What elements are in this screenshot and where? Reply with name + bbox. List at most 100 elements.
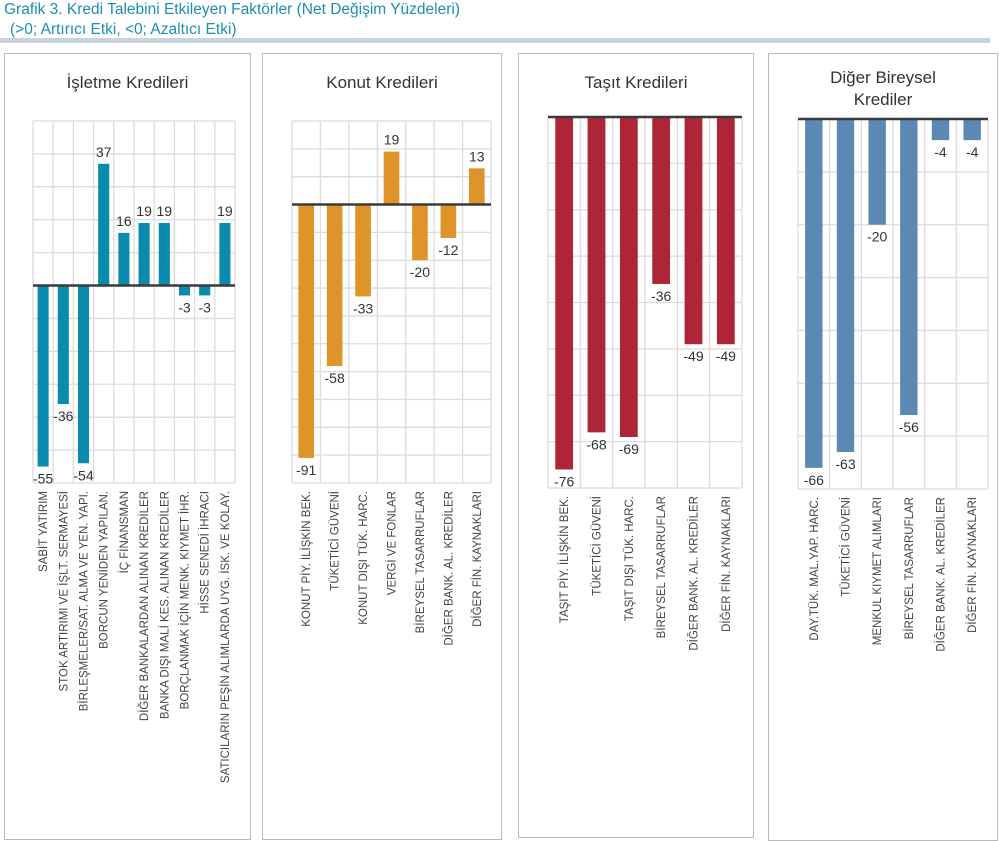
title-rule — [0, 38, 990, 43]
bar — [178, 285, 191, 296]
bar — [868, 119, 886, 225]
panel-tasit-kredileri: Taşıt Kredileri -76 TAŞIT PİY. İLİŞKİN BE… — [518, 53, 754, 838]
category-label: SABİT YATIRIM — [37, 491, 50, 572]
category-label: VERGİ VE FONLAR — [386, 491, 399, 595]
data-label: -68 — [586, 436, 606, 452]
category-label: TAŞIT DIŞI TÜK. HARC. — [624, 496, 636, 621]
bar — [716, 117, 735, 345]
data-label: 19 — [217, 203, 233, 219]
bar — [138, 223, 150, 286]
bar — [900, 119, 918, 415]
category-label: MENKUL KIYMET ALIMLARI — [872, 497, 884, 645]
category-label: BANKA DIŞI MALİ KES. ALINAN KREDİLER — [158, 491, 171, 719]
data-label: -56 — [899, 419, 919, 435]
bar-chart: -55 SABİT YATIRIM -36 STOK ARTIRIMI VE İŞLT… — [32, 120, 236, 783]
category-label: TÜKETİCİ GÜVENİ — [840, 497, 853, 597]
bar — [383, 151, 400, 205]
panel-title: Taşıt Kredileri — [584, 73, 688, 92]
bar — [963, 119, 981, 141]
bar — [118, 232, 130, 286]
data-label: 16 — [116, 213, 132, 229]
category-label: DAY.TÜK. MAL.YAP. HARC. — [809, 497, 821, 641]
bar — [298, 204, 315, 458]
category-label: DİĞER FİN. KAYNAKLARI — [720, 496, 733, 632]
bar — [836, 119, 855, 452]
panel-title: Konut Kredileri — [326, 73, 438, 92]
category-label: DİĞER FİN. KAYNAKLARI — [966, 497, 979, 633]
data-label: -12 — [438, 242, 458, 258]
data-label: -76 — [554, 473, 574, 489]
category-label: BİREYSEL TASARRUFLAR — [655, 496, 668, 638]
bar — [158, 223, 170, 286]
data-label: 19 — [136, 203, 152, 219]
bar — [440, 204, 457, 238]
bar — [684, 117, 703, 345]
panel-title: İşletme Kredileri — [66, 73, 189, 92]
data-label: 37 — [96, 144, 112, 160]
data-label: -4 — [934, 144, 947, 160]
panel-title: Diğer Bireysel Krediler — [830, 68, 936, 109]
data-label: -33 — [353, 300, 373, 316]
bar — [77, 285, 90, 464]
category-label: İÇ FİNANSMAN — [118, 491, 131, 573]
data-label: -36 — [53, 408, 73, 424]
figure-subtitle: (>0; Artırıcı Etki, <0; Azaltıcı Etki) — [10, 21, 237, 38]
category-label: TÜKETİCİ GÜVENİ — [329, 491, 342, 591]
bar-chart: -66 DAY.TÜK. MAL.YAP. HARC. -63 TÜKETİCİ GÜ… — [797, 117, 989, 652]
panel-diger-bireysel-krediler: Diğer Bireysel Krediler -66 DAY.TÜK. MAL.… — [768, 53, 998, 841]
data-label: -3 — [178, 299, 191, 315]
bar-chart: -76 TAŞIT PİY. İLİŞKİN BEK. -68 TÜKETİCİ GÜ… — [547, 115, 743, 651]
bar — [355, 204, 371, 297]
bar — [652, 117, 671, 284]
data-label: -49 — [683, 348, 703, 364]
bar — [555, 117, 574, 470]
bar — [619, 117, 638, 437]
data-label: -55 — [33, 471, 53, 487]
panel-konut-kredileri: Konut Kredileri -91 KONUT PİY. İLİŞKİN BE… — [262, 53, 502, 840]
category-label: BİREYSEL TASARRUFLAR — [903, 497, 916, 639]
bar — [412, 204, 428, 261]
category-label: BORCUN YENİDEN YAPILAN. — [98, 491, 111, 649]
data-label: -63 — [835, 456, 855, 472]
bar — [199, 285, 211, 296]
bar — [468, 168, 485, 205]
category-label: DİĞER BANK. AL. KREDİLER — [688, 496, 701, 651]
bar — [587, 117, 606, 433]
data-label: -4 — [966, 144, 979, 160]
bar — [37, 285, 49, 467]
figure-title: Grafik 3. Kredi Talebini Etkileyen Faktö… — [4, 1, 460, 18]
category-label: BİRLEŞMELER/SAT. ALMA VE YEN. YAPI. — [78, 491, 91, 711]
category-label: KONUT PİY. İLİŞKİN BEK. — [300, 491, 313, 627]
data-label: -20 — [410, 264, 430, 280]
data-label: -54 — [73, 467, 93, 483]
category-label: TAŞIT PİY. İLİŞKİN BEK. — [558, 496, 571, 623]
data-label: -66 — [804, 472, 824, 488]
category-label: DİĞER FİN. KAYNAKLARI — [471, 491, 484, 627]
bar — [57, 285, 69, 405]
category-label: DİĞER BANK. AL. KREDİLER — [442, 491, 455, 646]
data-label: -20 — [867, 229, 887, 245]
data-label: 19 — [384, 132, 400, 148]
data-label: -36 — [651, 288, 671, 304]
bar — [326, 204, 343, 367]
category-label: HİSSE SENEDİ İHRACI — [199, 491, 212, 614]
data-label: -49 — [716, 348, 736, 364]
category-label: TÜKETİCİ GÜVENİ — [591, 496, 604, 596]
category-label: BİREYSEL TASARRUFLAR — [414, 491, 427, 633]
category-label: KONUT DIŞI TÜK. HARC. — [358, 491, 370, 625]
data-label: 19 — [157, 203, 173, 219]
bar-chart: -91 KONUT PİY. İLİŞKİN BEK. -58 TÜKETİCİ GÜ… — [291, 120, 492, 646]
category-label: BORÇLANMAK İÇİN MENK. KIYMET İHR. — [179, 491, 192, 709]
bar — [219, 223, 231, 286]
category-label: STOK ARTIRIMI VE İŞLT. SERMAYESİ — [57, 491, 70, 691]
data-label: -69 — [619, 441, 639, 457]
category-label: DİĞER BANK. AL. KREDİLER — [935, 497, 948, 652]
category-label: SATICILARIN PEŞİN ALIMLARDA UYG. İSK. VE… — [219, 491, 232, 783]
category-label: DİĞER BANKALARDAN ALINAN KREDİLER — [138, 491, 151, 721]
bar — [98, 163, 110, 286]
panel-isletme-kredileri: İşletme Kredileri -55 SABİT YATIRIM -36 STO… — [4, 53, 251, 840]
data-label: 13 — [469, 148, 485, 164]
data-label: -91 — [296, 462, 316, 478]
data-label: -3 — [198, 299, 211, 315]
bar — [805, 119, 823, 468]
